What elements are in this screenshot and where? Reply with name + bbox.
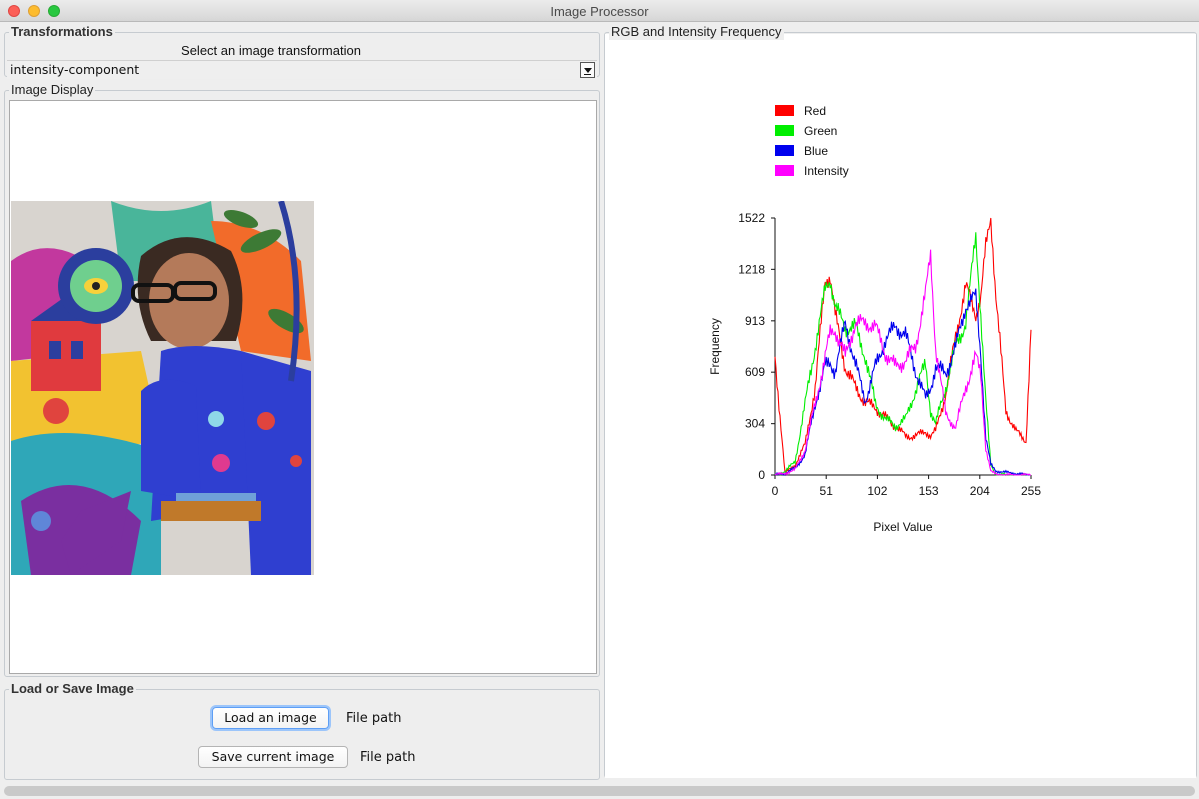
load-save-panel: Load or Save Image Load an image File pa… — [4, 681, 600, 780]
y-tick-label: 1218 — [738, 262, 765, 276]
y-tick-label: 304 — [745, 417, 765, 431]
legend-label-green: Green — [804, 124, 837, 138]
histogram-legend: RGB and Intensity Frequency — [609, 24, 784, 40]
histogram-chart: Red Green Blue Intensity Frequency Pixel Va… — [708, 104, 1041, 534]
load-image-button[interactable]: Load an image — [212, 707, 329, 729]
x-tick-label: 255 — [1021, 484, 1041, 498]
legend-swatch-intensity — [775, 165, 794, 176]
transformations-panel: Transformations Select an image transfor… — [4, 24, 600, 79]
title-bar: Image Processor — [0, 0, 1199, 22]
x-tick-label: 153 — [919, 484, 939, 498]
legend-swatch-blue — [775, 145, 794, 156]
series-line-red — [774, 217, 1032, 474]
x-tick-label: 0 — [772, 484, 779, 498]
series-line-intensity — [774, 249, 1031, 477]
load-save-legend: Load or Save Image — [9, 681, 136, 697]
transformation-select-label: Select an image transformation — [181, 43, 361, 58]
x-tick-label: 102 — [867, 484, 887, 498]
transformations-legend: Transformations — [9, 24, 115, 40]
series-line-green — [774, 232, 1031, 476]
minimize-window-button[interactable] — [28, 5, 40, 17]
image-display-legend: Image Display — [9, 82, 96, 98]
y-tick-label: 609 — [745, 365, 765, 379]
dropdown-arrow-button[interactable] — [580, 62, 595, 78]
legend-swatch-green — [775, 125, 794, 136]
legend-label-intensity: Intensity — [804, 164, 849, 178]
legend-label-red: Red — [804, 104, 826, 118]
horizontal-scrollbar[interactable] — [4, 786, 1195, 796]
y-tick-label: 913 — [745, 314, 765, 328]
x-axis-label: Pixel Value — [873, 520, 932, 534]
y-tick-label: 0 — [758, 468, 765, 482]
chevron-down-icon — [584, 68, 592, 73]
maximize-window-button[interactable] — [48, 5, 60, 17]
histogram-canvas: Red Green Blue Intensity Frequency Pixel Va… — [605, 34, 1196, 778]
chart-axes: Frequency Pixel Value 0 304 609 913 1218 1522… — [708, 211, 1041, 534]
image-display-area[interactable] — [9, 100, 597, 674]
legend-label-blue: Blue — [804, 144, 828, 158]
histogram-panel: Red Green Blue Intensity Frequency Pixel Va… — [604, 24, 1197, 778]
painting-svg — [11, 201, 314, 575]
y-tick-label: 1522 — [738, 211, 765, 225]
x-tick-label: 204 — [970, 484, 990, 498]
series-line-blue — [774, 288, 1031, 477]
transformation-dropdown[interactable]: intensity-component — [7, 60, 597, 79]
close-window-button[interactable] — [8, 5, 20, 17]
save-image-button[interactable]: Save current image — [198, 746, 348, 768]
chart-series — [774, 217, 1032, 477]
dropdown-underline-icon — [584, 74, 591, 75]
save-file-path-label: File path — [360, 750, 416, 765]
x-tick-label: 51 — [820, 484, 834, 498]
image-display-panel: Image Display — [4, 82, 600, 677]
legend-swatch-red — [775, 105, 794, 116]
painting-image — [11, 201, 314, 575]
window-title: Image Processor — [550, 4, 649, 19]
chart-legend: Red Green Blue Intensity — [775, 104, 849, 178]
transformation-selected-value: intensity-component — [10, 62, 140, 77]
y-axis-label: Frequency — [708, 318, 722, 375]
load-file-path-label: File path — [346, 711, 402, 726]
